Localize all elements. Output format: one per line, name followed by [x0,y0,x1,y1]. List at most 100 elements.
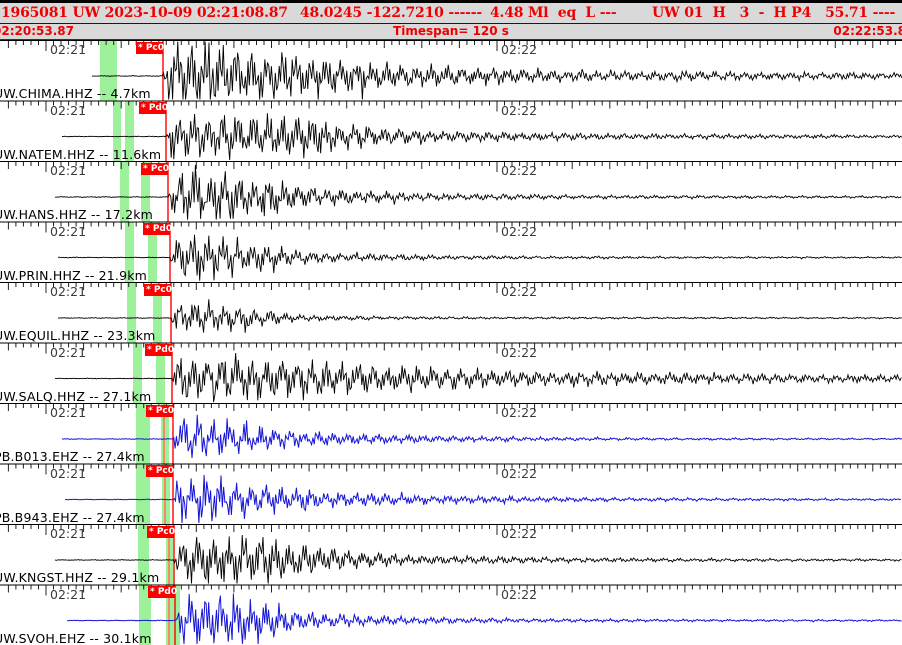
pick-flag[interactable]: * Pc0 [141,162,170,175]
time-tick-marks [7,525,896,535]
arrival-window-band [156,343,165,403]
waveform[interactable] [57,299,902,333]
arrival-window-band [133,343,142,403]
minute-label: 02:22 [501,465,538,481]
time-tick-marks [7,162,896,172]
event-status: UW 01 H 3 - H P4 55.71 ---- [652,5,896,21]
arrival-window-band [125,222,134,282]
station-label: UW.NATEM.HHZ -- 11.6km [0,146,162,162]
window-end-time: 02:22:53.8 [833,24,902,38]
waveform[interactable] [91,41,902,100]
time-tick-marks [7,41,896,51]
event-header-bar: 1965081 UW 2023-10-09 02:21:08.87 48.024… [0,3,902,23]
minute-label: 02:21 [50,526,87,541]
arrival-window-band [148,222,157,282]
trace-strip[interactable] [0,524,902,585]
station-label: UW.PRIN.HHZ -- 21.9km [0,267,148,283]
event-id-time: 1965081 UW 2023-10-09 02:21:08.87 [1,5,288,21]
window-top-border [0,0,902,3]
waveform[interactable] [61,414,902,459]
station-label: PB.B943.EHZ -- 27.4km [0,509,145,525]
time-tick-marks [7,464,896,475]
trace-strip[interactable] [0,161,902,222]
minute-label: 02:21 [50,284,87,299]
arrival-window-band [100,41,117,101]
arrival-window-band [113,101,121,161]
seismogram-canvas[interactable] [0,40,902,645]
arrival-window-band [120,162,129,222]
timespan-label: Timespan= 120 s [393,24,509,38]
minute-label: 02:21 [50,102,87,118]
arrival-window-band [127,283,136,343]
arrival-window-band [138,525,149,585]
arrival-window-band [153,283,162,343]
trace-strip[interactable] [0,584,902,645]
minute-label: 02:21 [50,223,87,239]
station-label: UW.SVOH.EHZ -- 30.1km [0,630,152,645]
pick-flag[interactable]: * Pc0 [146,465,175,477]
trace-strip[interactable] [0,342,902,403]
pick-flag[interactable]: * Pc0 [144,283,173,296]
time-tick-marks [7,222,896,233]
station-label: UW.CHIMA.HHZ -- 4.7km [0,86,151,101]
trace-strip[interactable] [0,463,902,524]
minute-label: 02:22 [501,102,538,118]
pick-flag[interactable]: * Pd0 [139,102,169,114]
theoretical-arrival-line [168,525,170,585]
waveform[interactable] [55,164,902,220]
arrival-window-band [125,101,134,161]
arrival-window-band [139,585,151,645]
trace-strip[interactable] [0,40,902,101]
time-tick-marks [7,101,896,112]
minute-label: 02:22 [501,344,538,360]
time-tick-marks [7,283,896,293]
pick-flag[interactable]: * Pc0 [146,404,175,417]
theoretical-arrival-line [164,464,166,524]
timespan-bar: 02:20:53.87 Timespan= 120 s 02:22:53.8 [0,24,902,39]
pick-flag[interactable]: * Pc0 [136,41,165,54]
pick-flag[interactable]: * Pd0 [145,344,175,356]
arrival-window-band [141,162,150,222]
minute-label: 02:21 [50,405,87,420]
waveform[interactable] [61,113,902,161]
waveform[interactable] [54,352,902,403]
pick-flag[interactable]: * Pd0 [143,223,173,235]
time-tick-marks [7,585,896,596]
minute-label: 02:22 [501,223,538,239]
minute-label: 02:21 [50,163,87,178]
trace-strip[interactable] [0,403,902,464]
event-magnitude: 4.48 Ml eq L --- [490,5,617,21]
time-tick-marks [7,343,896,354]
theoretical-arrival-line [163,404,165,464]
arrival-window-band [136,464,150,524]
theoretical-arrival-line [168,585,170,645]
arrival-window-band [136,404,150,464]
trace-strip[interactable] [0,282,902,343]
trace-strip[interactable] [0,221,902,282]
station-label: UW.KNGST.HHZ -- 29.1km [0,570,160,585]
pick-flag[interactable]: * Pd0 [148,586,178,598]
event-coords: 48.0245 -122.7210 ------ [300,5,483,21]
minute-label: 02:22 [501,405,538,420]
waveform[interactable] [54,534,902,584]
trace-strip[interactable] [0,100,902,161]
trace-area[interactable]: 02:21 02:22 * Pc0 UW.CHIMA.HHZ -- 4.7km 02:2… [0,40,902,645]
window-start-time: 02:20:53.87 [0,24,74,38]
station-label: UW.HANS.HHZ -- 17.2km [0,207,154,222]
timespan-divider [0,39,902,40]
minute-label: 02:21 [50,465,87,481]
time-tick-marks [7,404,896,414]
waveform[interactable] [64,474,902,524]
waveform[interactable] [66,593,902,645]
station-label: UW.SALQ.HHZ -- 27.1km [0,388,152,404]
pick-flag[interactable]: * Pc0 [147,525,176,538]
minute-label: 02:21 [50,344,87,360]
waveform[interactable] [57,234,902,281]
station-label: UW.EQUIL.HHZ -- 23.3km [0,328,156,343]
minute-label: 02:22 [501,586,538,602]
minute-label: 02:22 [501,284,538,299]
header-divider [0,23,902,24]
station-label: PB.B013.EHZ -- 27.4km [0,449,145,464]
minute-label: 02:22 [501,526,538,541]
